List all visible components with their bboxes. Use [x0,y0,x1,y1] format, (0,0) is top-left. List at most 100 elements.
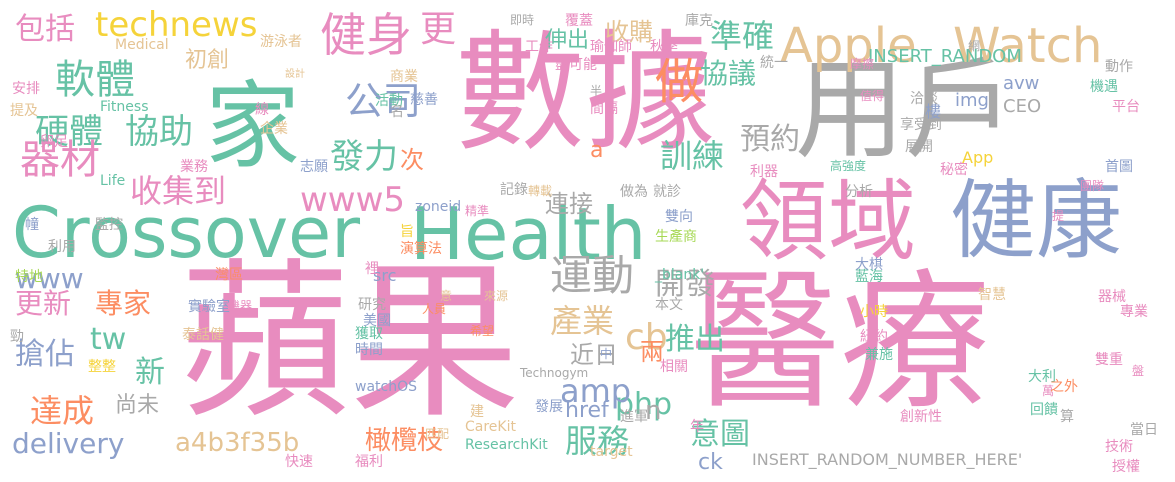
cloud-word: 回饋 [1030,402,1058,418]
cloud-word: 間隔 [590,101,618,117]
cloud-word: 初創 [185,48,230,73]
cloud-word: 高強度 [830,159,867,173]
cloud-word: 轉載 [528,184,553,198]
cloud-word: 近日 [570,341,618,369]
cloud-word: 盡可能 [555,57,597,73]
cloud-word: 次 [400,146,424,174]
cloud-word: 商業 [390,69,418,85]
cloud-word: 半 [590,84,603,98]
cloud-word: amp [560,372,632,410]
cloud-word: 秘密 [940,162,968,178]
cloud-word: 家 [205,72,301,182]
cloud-word: 泰話健 [182,327,224,343]
cloud-word: 更新 [15,287,72,320]
cloud-word: 美國 [363,313,391,329]
cloud-word: 活動 [375,93,403,109]
cloud-word: 建 [470,404,484,420]
cloud-word: 裡 [365,261,379,277]
cloud-word: 專家 [95,287,152,320]
cloud-word: 搶佔 [15,337,75,372]
cloud-word: CareKit [465,419,516,435]
cloud-word: 連接 [545,190,593,218]
cloud-word: Technogym [520,366,589,380]
cloud-word: 器械 [1098,289,1126,305]
cloud-word: 動作 [1105,59,1133,75]
cloud-word: watchOS [355,379,417,395]
cloud-word: img [955,90,989,111]
cloud-word: 幢 [25,217,39,233]
cloud-word: 希望 [470,324,495,338]
cloud-word: tw [90,322,127,357]
cloud-word: 精準 [465,204,490,218]
cloud-word: Medical [115,37,169,53]
cloud-word: 企業 [260,121,288,137]
cloud-word: 演算法 [400,241,442,257]
cloud-word: 整整 [88,359,116,375]
cloud-word: Watch [953,18,1103,74]
cloud-word: target [590,444,633,460]
cloud-word: 來源 [484,289,509,303]
cloud-word: 勁 [10,329,24,345]
cloud-word: 利用 [48,239,76,255]
cloud-word: 器材 [20,137,100,183]
cloud-word: 預約 [740,122,800,157]
cloud-word: ResearchKit [465,437,548,453]
cloud-word: 首圖 [1105,159,1133,175]
cloud-word: _blank' [655,267,705,283]
cloud-word: 生產商 [655,229,697,245]
cloud-word: 大棋 [855,257,883,273]
cloud-word: CEO [1003,96,1042,117]
cloud-word: www [15,262,84,295]
cloud-word: 推出 [665,322,725,357]
cloud-word: 中 [600,347,613,361]
cloud-word: 產業 [550,302,615,340]
cloud-word: 值得 [860,89,885,103]
cloud-word: 健康 [950,171,1122,271]
cloud-word: 洽談 [910,91,938,107]
cloud-word: 慈善 [410,92,438,108]
cloud-word: 做為 [620,184,648,200]
cloud-word: 游泳者 [260,34,302,50]
cloud-word: src [373,266,397,285]
cloud-word: 達成 [30,392,95,430]
cloud-word: 包括 [15,12,75,47]
cloud-word: 記錄 [500,182,528,198]
cloud-word: 利器 [750,164,778,180]
cloud-word: 算 [1060,409,1074,425]
cloud-word: 軟體 [55,57,135,103]
cloud-word: 訓練 [660,137,725,175]
cloud-word: 本文 [655,297,683,313]
cloud-word: 雙重 [1095,352,1123,368]
cloud-word: 平台 [1112,99,1140,115]
cloud-word: 協助 [125,112,193,152]
cloud-word: 智慧 [978,287,1006,303]
cloud-word: 提及 [10,103,38,119]
cloud-word: 伸出 [545,28,590,53]
cloud-word: 收購 [605,18,653,46]
cloud-word: ck [698,450,723,475]
cloud-word: 授權 [1112,459,1140,475]
cloud-word: 小時 [860,304,888,320]
cloud-word: 意圖 [690,417,750,452]
cloud-word: Fitness [100,99,149,115]
cloud-word: 雙向 [665,209,693,225]
cloud-word: 提 [1052,209,1065,223]
cloud-word: 摩擦 [850,57,875,71]
cloud-word: Life [100,173,126,189]
cloud-word: 技術 [1105,439,1133,455]
cloud-word: 卵足 [40,134,68,150]
cloud-word: 享受到 [900,117,942,133]
cloud-word: 發力 [330,137,398,177]
cloud-word: 做 [655,54,704,110]
cloud-word: 機器 [228,299,253,313]
cloud-word: INSERT_RANDOM_NUMBER_HERE' [752,450,1023,469]
cloud-word: 準確 [710,17,775,55]
cloud-word: 設計 [285,69,305,80]
cloud-word: 開發 [655,267,715,302]
cloud-word: 協議 [700,57,757,90]
cloud-word: 分析 [845,184,873,200]
cloud-word: 年 [690,419,704,435]
cloud-word: cb [625,317,668,358]
cloud-word: 安排 [12,81,40,97]
